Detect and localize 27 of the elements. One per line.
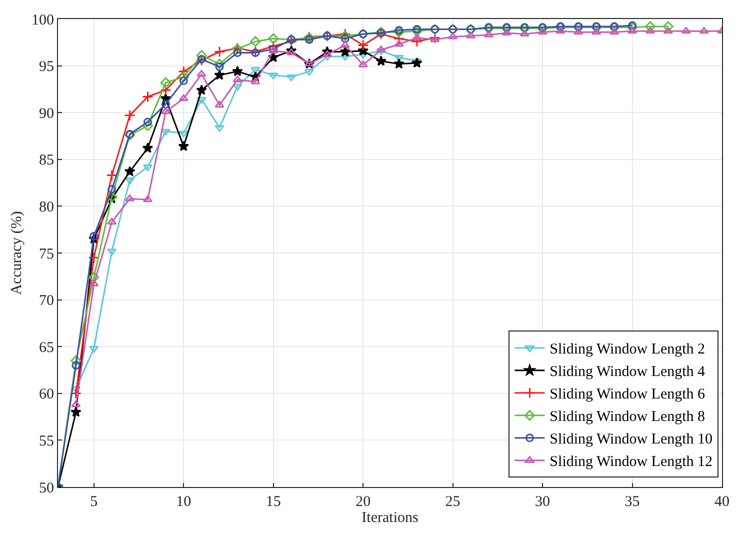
- y-tick-label: 75: [39, 246, 54, 262]
- x-tick-label: 15: [266, 494, 281, 510]
- legend-label: Sliding Window Length 2: [550, 342, 706, 358]
- y-tick-label: 90: [39, 106, 54, 122]
- y-tick-label: 65: [39, 340, 54, 356]
- legend-label: Sliding Window Length 10: [550, 432, 713, 448]
- x-tick-label: 30: [535, 494, 550, 510]
- y-tick-label: 80: [39, 199, 54, 216]
- y-tick-label: 55: [39, 433, 54, 450]
- y-axis-title: Accuracy (%): [8, 211, 25, 295]
- x-tick-label: 40: [714, 494, 730, 510]
- x-tick-label: 20: [356, 494, 371, 510]
- x-tick-label: 10: [176, 494, 192, 510]
- x-axis-title: Iterations: [362, 510, 418, 526]
- y-tick-label: 85: [39, 152, 54, 169]
- y-tick-label: 50: [39, 480, 54, 496]
- x-tick-label: 35: [624, 494, 640, 510]
- x-tick-label: 25: [445, 494, 460, 510]
- legend-label: Sliding Window Length 12: [550, 454, 713, 470]
- legend-label: Sliding Window Length 6: [550, 386, 706, 403]
- y-tick-label: 60: [39, 386, 54, 403]
- legend-label: Sliding Window Length 8: [550, 409, 706, 426]
- x-tick-label: 5: [90, 494, 98, 510]
- y-tick-label: 70: [39, 293, 54, 310]
- y-tick-label: 100: [32, 12, 54, 28]
- legend-label: Sliding Window Length 4: [550, 364, 706, 380]
- y-tick-label: 95: [39, 59, 54, 76]
